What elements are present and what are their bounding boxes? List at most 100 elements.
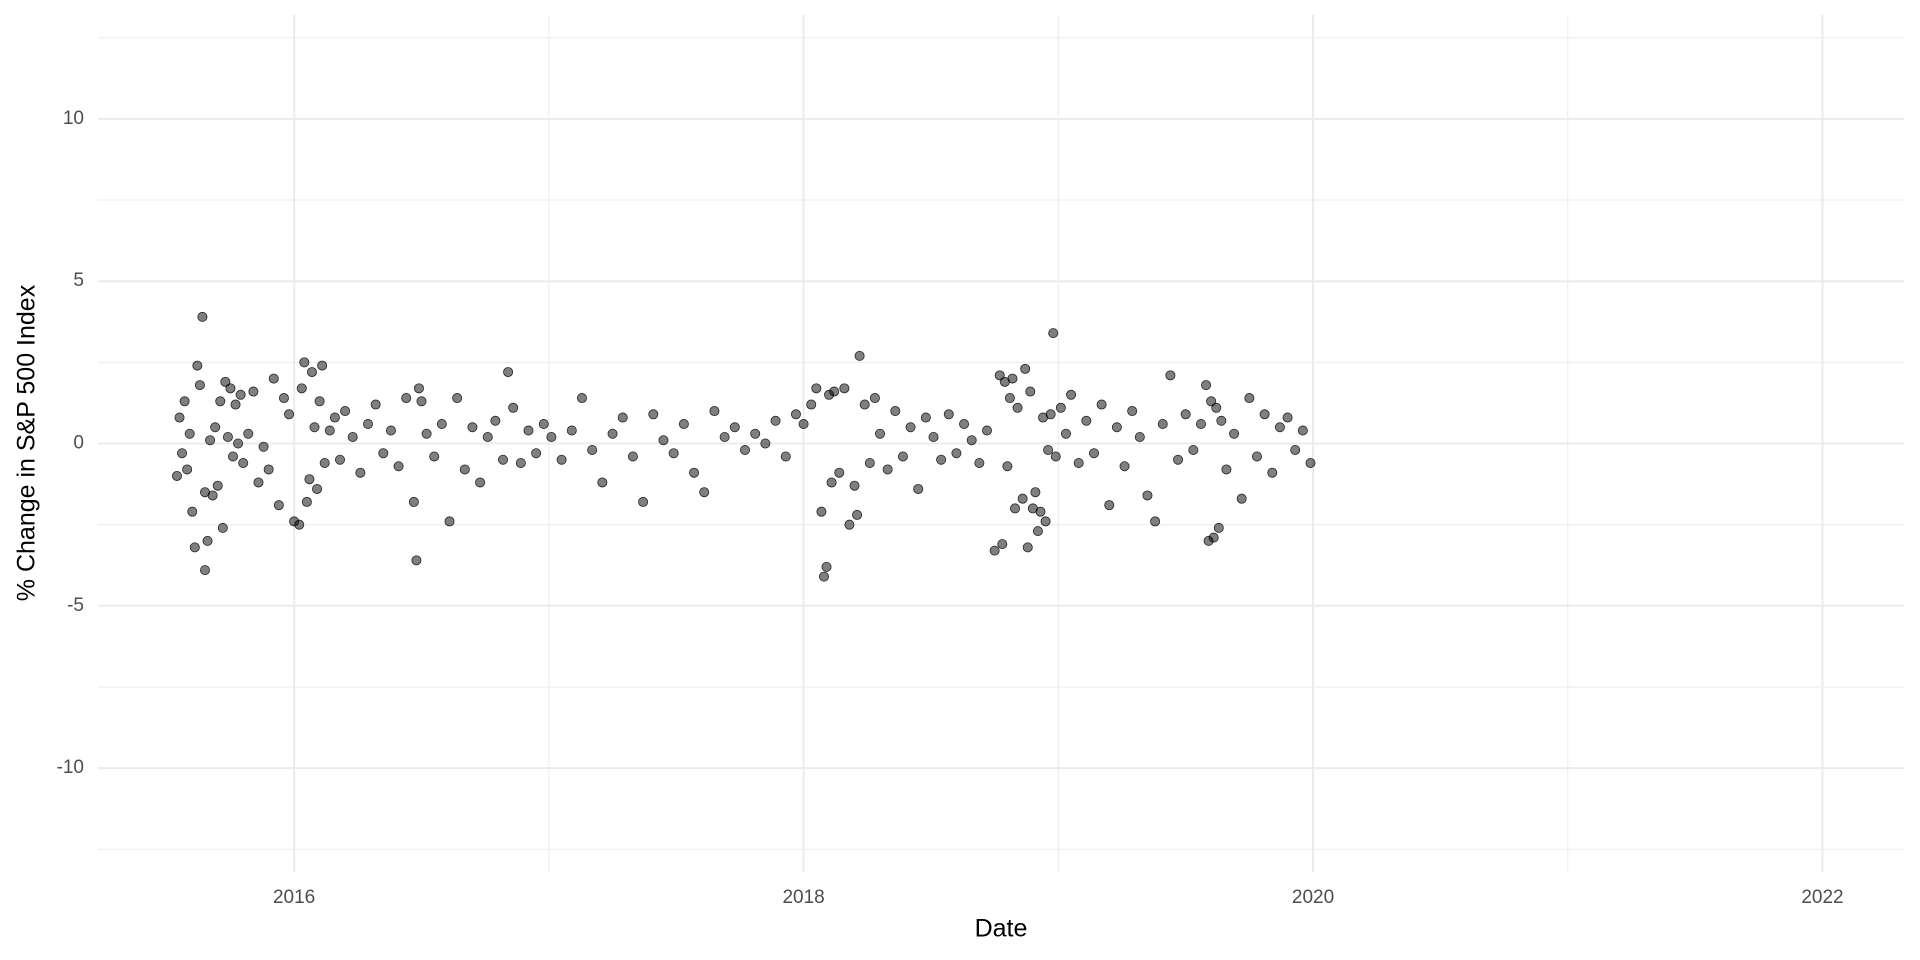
- data-point: [627, 451, 638, 462]
- data-point: [826, 477, 837, 488]
- data-point: [1073, 457, 1084, 468]
- x-tick-label: 2022: [1801, 887, 1843, 908]
- data-point: [498, 454, 509, 465]
- data-point: [854, 350, 865, 361]
- data-point: [668, 448, 679, 459]
- data-point: [312, 483, 323, 494]
- data-point: [818, 571, 829, 582]
- data-point: [1213, 522, 1224, 533]
- data-point: [1180, 409, 1191, 420]
- data-point: [849, 480, 860, 491]
- data-point: [296, 383, 307, 394]
- data-point: [429, 451, 440, 462]
- data-point: [515, 457, 526, 468]
- data-point: [273, 500, 284, 511]
- data-point: [1055, 402, 1066, 413]
- data-point: [1297, 425, 1308, 436]
- data-point: [913, 483, 924, 494]
- data-point: [263, 464, 274, 475]
- data-point: [309, 422, 320, 433]
- data-point: [1267, 467, 1278, 478]
- data-point: [1251, 451, 1262, 462]
- data-point: [1002, 461, 1013, 472]
- data-point: [314, 396, 325, 407]
- data-point: [1290, 444, 1301, 455]
- data-point: [790, 409, 801, 420]
- data-point: [1157, 419, 1168, 430]
- data-point: [1165, 370, 1176, 381]
- data-point: [798, 419, 809, 430]
- data-point: [607, 428, 618, 439]
- data-point: [760, 438, 771, 449]
- data-point: [951, 448, 962, 459]
- data-point: [401, 393, 412, 404]
- data-point: [1119, 461, 1130, 472]
- data-point: [508, 402, 519, 413]
- data-point: [1096, 399, 1107, 410]
- data-point: [408, 496, 419, 507]
- data-point: [1104, 500, 1115, 511]
- data-point: [284, 409, 295, 420]
- data-point: [378, 448, 389, 459]
- data-point: [829, 386, 840, 397]
- data-point: [1216, 415, 1227, 426]
- data-point: [1259, 409, 1270, 420]
- data-point: [294, 519, 305, 530]
- data-point: [1282, 412, 1293, 423]
- data-point: [182, 464, 193, 475]
- data-point: [1032, 526, 1043, 537]
- data-point: [1211, 402, 1222, 413]
- data-point: [994, 370, 1005, 381]
- data-point: [780, 451, 791, 462]
- data-point: [882, 464, 893, 475]
- data-point: [258, 441, 269, 452]
- data-point: [1060, 428, 1071, 439]
- data-point: [546, 432, 557, 443]
- data-point: [194, 380, 205, 391]
- data-point: [648, 409, 659, 420]
- data-point: [864, 457, 875, 468]
- data-point: [225, 383, 236, 394]
- data-point: [1208, 532, 1219, 543]
- data-point: [212, 480, 223, 491]
- data-point: [576, 393, 587, 404]
- data-point: [1010, 503, 1021, 514]
- data-point: [233, 438, 244, 449]
- data-point: [821, 561, 832, 572]
- data-point: [174, 412, 185, 423]
- data-point: [1127, 406, 1138, 417]
- data-point: [304, 474, 315, 485]
- data-point: [444, 516, 455, 527]
- data-point: [228, 451, 239, 462]
- data-point: [220, 376, 231, 387]
- data-point: [205, 435, 216, 446]
- data-point: [222, 432, 233, 443]
- data-point: [217, 522, 228, 533]
- data-point: [811, 383, 822, 394]
- data-point: [806, 399, 817, 410]
- data-point: [215, 396, 226, 407]
- data-point: [1221, 464, 1232, 475]
- data-point: [1229, 428, 1240, 439]
- data-point: [770, 415, 781, 426]
- data-point: [1048, 328, 1059, 339]
- data-point: [1012, 402, 1023, 413]
- data-point: [709, 406, 720, 417]
- data-point: [482, 432, 493, 443]
- data-point: [334, 454, 345, 465]
- data-point: [966, 435, 977, 446]
- data-point: [299, 357, 310, 368]
- data-point: [329, 412, 340, 423]
- data-point: [268, 373, 279, 384]
- data-point: [1017, 493, 1028, 504]
- data-point: [1142, 490, 1153, 501]
- data-point: [740, 444, 751, 455]
- data-point: [1173, 454, 1184, 465]
- data-point: [306, 367, 317, 378]
- data-point: [340, 406, 351, 417]
- y-tick-label: 0: [73, 433, 84, 454]
- data-point: [943, 409, 954, 420]
- data-point: [1195, 419, 1206, 430]
- data-point: [1035, 506, 1046, 517]
